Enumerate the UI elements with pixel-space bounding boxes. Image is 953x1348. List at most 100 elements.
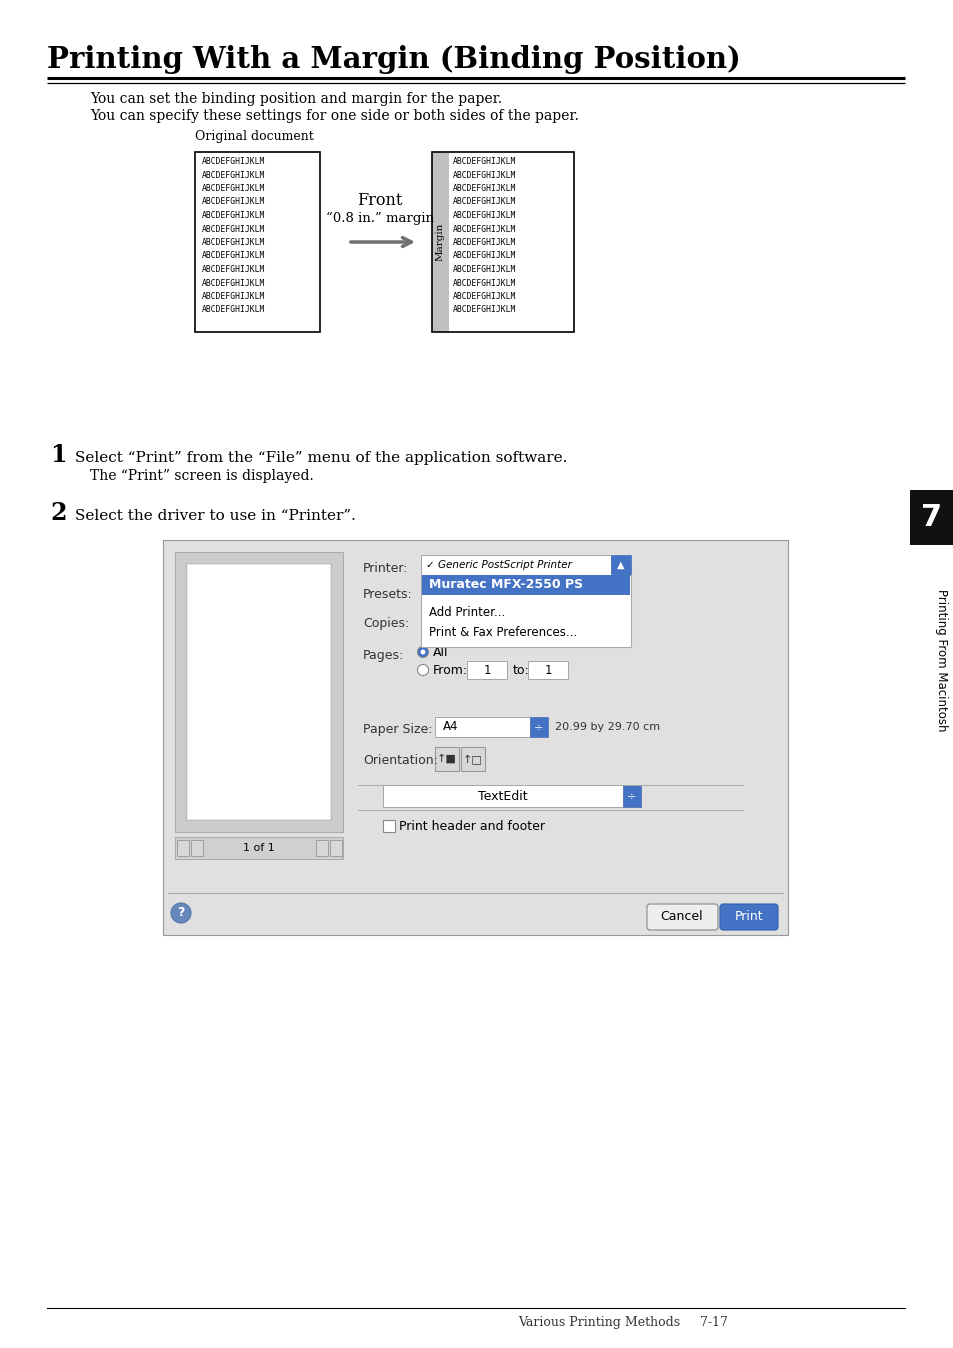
Text: ABCDEFGHIJKLM: ABCDEFGHIJKLM bbox=[202, 293, 265, 301]
Text: Select the driver to use in “Printer”.: Select the driver to use in “Printer”. bbox=[75, 510, 355, 523]
Text: Print: Print bbox=[734, 910, 762, 923]
Text: Original document: Original document bbox=[194, 129, 314, 143]
Bar bbox=[530, 717, 547, 737]
Text: Copies:: Copies: bbox=[363, 616, 409, 630]
Text: ABCDEFGHIJKLM: ABCDEFGHIJKLM bbox=[453, 266, 516, 274]
Text: ✓ Generic PostScript Printer: ✓ Generic PostScript Printer bbox=[426, 559, 571, 570]
Circle shape bbox=[420, 650, 425, 655]
Text: ABCDEFGHIJKLM: ABCDEFGHIJKLM bbox=[202, 156, 265, 166]
Text: Margin: Margin bbox=[436, 222, 444, 262]
Bar bbox=[382, 820, 395, 832]
Text: You can set the binding position and margin for the paper.: You can set the binding position and mar… bbox=[90, 92, 501, 106]
Text: “0.8 in.” margin: “0.8 in.” margin bbox=[326, 212, 434, 225]
Bar bbox=[435, 747, 458, 771]
Text: 2: 2 bbox=[50, 501, 67, 524]
Bar bbox=[527, 661, 567, 679]
Bar bbox=[174, 837, 343, 859]
Text: Printing With a Margin (Binding Position): Printing With a Margin (Binding Position… bbox=[47, 44, 740, 74]
Text: All: All bbox=[433, 646, 448, 659]
Text: ABCDEFGHIJKLM: ABCDEFGHIJKLM bbox=[453, 212, 516, 220]
Bar bbox=[194, 152, 319, 332]
Text: ABCDEFGHIJKLM: ABCDEFGHIJKLM bbox=[202, 306, 265, 314]
Bar bbox=[420, 611, 476, 631]
Bar bbox=[622, 785, 640, 807]
Text: Paper Size:: Paper Size: bbox=[363, 723, 432, 736]
Text: ABCDEFGHIJKLM: ABCDEFGHIJKLM bbox=[453, 293, 516, 301]
Text: ▲: ▲ bbox=[617, 559, 624, 570]
Text: You can specify these settings for one side or both sides of the paper.: You can specify these settings for one s… bbox=[90, 109, 578, 123]
Bar bbox=[187, 563, 331, 820]
Bar bbox=[435, 717, 530, 737]
Text: TextEdit: TextEdit bbox=[477, 790, 527, 802]
Text: Muratec MFX-2550 PS: Muratec MFX-2550 PS bbox=[429, 578, 582, 592]
Text: 1 of 1: 1 of 1 bbox=[243, 842, 274, 853]
Text: Orientation:: Orientation: bbox=[363, 755, 437, 767]
Text: ABCDEFGHIJKLM: ABCDEFGHIJKLM bbox=[202, 279, 265, 287]
Text: A4: A4 bbox=[442, 720, 458, 733]
Bar bbox=[432, 152, 574, 332]
Text: ABCDEFGHIJKLM: ABCDEFGHIJKLM bbox=[202, 198, 265, 206]
Text: Printing From Macintosh: Printing From Macintosh bbox=[935, 589, 947, 731]
FancyBboxPatch shape bbox=[646, 905, 718, 930]
Text: ABCDEFGHIJKLM: ABCDEFGHIJKLM bbox=[202, 183, 265, 193]
Bar bbox=[420, 576, 630, 647]
Text: 20.99 by 29.70 cm: 20.99 by 29.70 cm bbox=[555, 723, 659, 732]
Bar bbox=[163, 541, 787, 936]
Circle shape bbox=[171, 903, 191, 923]
Text: ABCDEFGHIJKLM: ABCDEFGHIJKLM bbox=[202, 225, 265, 233]
Bar bbox=[174, 551, 343, 832]
Text: Pages:: Pages: bbox=[363, 648, 404, 662]
Text: ABCDEFGHIJKLM: ABCDEFGHIJKLM bbox=[202, 239, 265, 247]
Bar bbox=[420, 555, 610, 576]
Circle shape bbox=[417, 647, 428, 658]
Text: Add Printer...: Add Printer... bbox=[429, 607, 505, 620]
Text: ABCDEFGHIJKLM: ABCDEFGHIJKLM bbox=[453, 198, 516, 206]
Text: ABCDEFGHIJKLM: ABCDEFGHIJKLM bbox=[453, 183, 516, 193]
Text: 1: 1 bbox=[543, 663, 551, 677]
Bar bbox=[191, 840, 203, 856]
Text: ABCDEFGHIJKLM: ABCDEFGHIJKLM bbox=[202, 266, 265, 274]
Text: ÷: ÷ bbox=[627, 791, 636, 801]
Text: ABCDEFGHIJKLM: ABCDEFGHIJKLM bbox=[202, 212, 265, 220]
Bar bbox=[421, 576, 629, 594]
Bar bbox=[610, 555, 630, 576]
Bar bbox=[315, 840, 328, 856]
Text: to:: to: bbox=[513, 663, 529, 677]
Bar bbox=[432, 152, 449, 332]
Text: ABCDEFGHIJKLM: ABCDEFGHIJKLM bbox=[453, 279, 516, 287]
Text: ABCDEFGHIJKLM: ABCDEFGHIJKLM bbox=[453, 170, 516, 179]
Text: ABCDEFGHIJKLM: ABCDEFGHIJKLM bbox=[453, 252, 516, 260]
Circle shape bbox=[417, 665, 428, 675]
Text: ABCDEFGHIJKLM: ABCDEFGHIJKLM bbox=[453, 156, 516, 166]
Text: The “Print” screen is displayed.: The “Print” screen is displayed. bbox=[90, 469, 314, 483]
Text: ?: ? bbox=[177, 906, 185, 919]
Text: 1: 1 bbox=[483, 663, 490, 677]
Text: ABCDEFGHIJKLM: ABCDEFGHIJKLM bbox=[202, 252, 265, 260]
Text: ABCDEFGHIJKLM: ABCDEFGHIJKLM bbox=[202, 170, 265, 179]
Text: ABCDEFGHIJKLM: ABCDEFGHIJKLM bbox=[453, 239, 516, 247]
Text: ↑■: ↑■ bbox=[436, 754, 456, 764]
Text: Printer:: Printer: bbox=[363, 562, 408, 576]
Text: Print header and footer: Print header and footer bbox=[398, 820, 544, 833]
Bar bbox=[467, 661, 506, 679]
Text: ÷: ÷ bbox=[534, 723, 543, 732]
Bar bbox=[382, 785, 622, 807]
Text: Front: Front bbox=[357, 191, 402, 209]
Text: 1: 1 bbox=[50, 443, 67, 466]
Text: Print & Fax Preferences...: Print & Fax Preferences... bbox=[429, 625, 577, 639]
Text: From:: From: bbox=[433, 663, 468, 677]
Text: Various Printing Methods: Various Printing Methods bbox=[517, 1316, 679, 1329]
Bar bbox=[460, 747, 484, 771]
Text: 7: 7 bbox=[921, 503, 942, 532]
Bar bbox=[177, 840, 189, 856]
Text: ABCDEFGHIJKLM: ABCDEFGHIJKLM bbox=[453, 306, 516, 314]
Text: Select “Print” from the “File” menu of the application software.: Select “Print” from the “File” menu of t… bbox=[75, 452, 567, 465]
Text: 7-17: 7-17 bbox=[700, 1316, 727, 1329]
Bar bbox=[330, 840, 341, 856]
Bar bbox=[420, 582, 610, 603]
Text: ↑□: ↑□ bbox=[462, 754, 482, 764]
Bar bbox=[909, 491, 953, 545]
Text: ABCDEFGHIJKLM: ABCDEFGHIJKLM bbox=[453, 225, 516, 233]
Text: Cancel: Cancel bbox=[660, 910, 702, 923]
Text: Presets:: Presets: bbox=[363, 589, 413, 601]
